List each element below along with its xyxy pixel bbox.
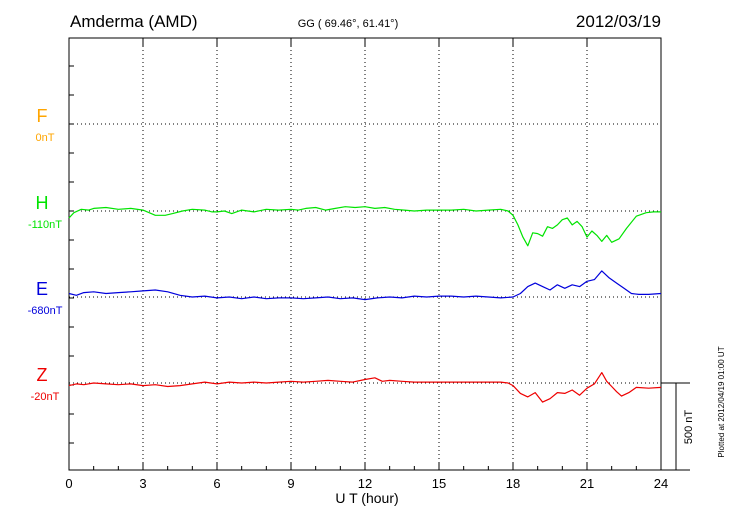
series-lines	[68, 206, 662, 403]
x-axis-title: U T (hour)	[335, 490, 398, 506]
series-line-h	[68, 206, 661, 247]
x-tick-label: 18	[506, 476, 520, 491]
x-ticks: 0 3 6 9 12 15 18 21 24	[65, 38, 668, 491]
x-tick-label: 12	[358, 476, 372, 491]
channel-label-h: H	[36, 193, 49, 213]
plotted-note: Plotted at 2012/04/19 01:00 UT	[717, 346, 726, 457]
baseline-label-e: -680nT	[28, 305, 63, 317]
channel-label-e: E	[36, 279, 48, 299]
channel-label-z: Z	[37, 365, 48, 385]
scale-bar-label: 500 nT	[683, 410, 695, 445]
scale-bar: 500 nT	[661, 382, 695, 471]
station-title: Amderma (AMD)	[70, 12, 198, 31]
x-tick-label: 9	[287, 476, 294, 491]
x-tick-label: 15	[432, 476, 446, 491]
date-label: 2012/03/19	[576, 12, 661, 31]
baseline-label-h: -110nT	[28, 219, 62, 231]
x-tick-label: 3	[139, 476, 146, 491]
grid	[69, 38, 661, 470]
x-tick-label: 6	[213, 476, 220, 491]
series-line-e	[68, 270, 662, 301]
baseline-label-z: -20nT	[31, 391, 60, 403]
series-line-z	[68, 372, 662, 403]
channel-labels: F 0nT H -110nT E -680nT Z -20nT	[28, 106, 63, 403]
baseline-label-f: 0nT	[36, 132, 55, 144]
coords-label: GG ( 69.46°, 61.41°)	[298, 18, 399, 30]
x-tick-label: 24	[654, 476, 668, 491]
x-tick-label: 0	[65, 476, 72, 491]
channel-label-f: F	[37, 106, 48, 126]
x-tick-label: 21	[580, 476, 594, 491]
